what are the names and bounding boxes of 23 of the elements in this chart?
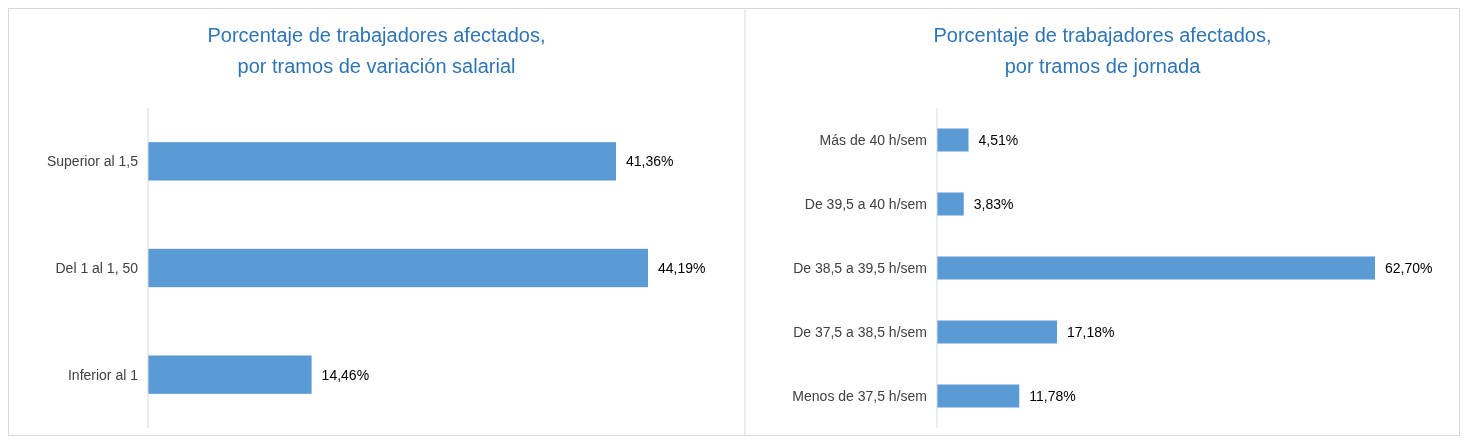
y-tick-label: Inferior al 1 [67, 366, 139, 383]
y-tick-label: Superior al 1,5 [46, 153, 139, 170]
y-tick-label: Del 1 al 1, 50 [55, 259, 139, 276]
bar [937, 256, 1375, 280]
chart-title: Porcentaje de trabajadores afectados, por tramos de jornada [933, 24, 1272, 77]
y-tick-label: De 38,5 a 39,5 h/sem [793, 259, 927, 276]
y-tick-label: Más de 40 h/sem [819, 131, 927, 148]
bar [937, 192, 964, 216]
data-label: 62,70% [1385, 259, 1433, 276]
y-tick-label: De 39,5 a 40 h/sem [804, 195, 927, 212]
data-label: 41,36% [625, 153, 674, 170]
y-tick-label: Menos de 37,5 h/sem [792, 387, 927, 404]
data-label: 14,46% [321, 366, 370, 383]
data-label: 17,18% [1067, 323, 1115, 340]
chart-title: Porcentaje de trabajadores afectados, por tramos de variación salarial [207, 24, 546, 77]
bar [937, 384, 1020, 408]
data-label: 44,19% [658, 259, 706, 276]
bar [937, 320, 1058, 344]
data-label: 11,78% [1029, 387, 1076, 404]
bar [937, 128, 969, 152]
data-label: 4,51% [978, 131, 1019, 148]
data-label: 3,83% [973, 195, 1014, 212]
y-tick-label: De 37,5 a 38,5 h/sem [793, 323, 927, 340]
